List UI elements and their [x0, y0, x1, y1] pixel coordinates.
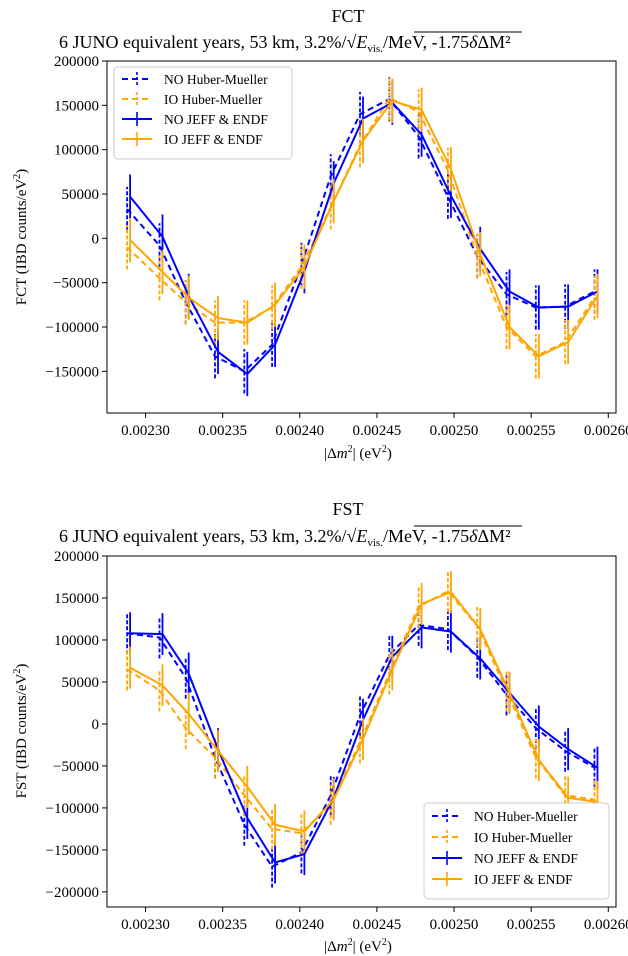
series-line — [126, 97, 595, 373]
legend-entry: IO Huber-Mueller — [432, 830, 573, 845]
fst-axes-ticks: 0.00230 0.00235 0.00240 0.00245 0.00250 0.002… — [46, 549, 628, 933]
x-tick-label: 0.00250 — [430, 423, 479, 439]
fst-subtitle: 6 JUNO equivalent years, 53 km, 3.2%/√Ev… — [59, 526, 510, 549]
fst-panel: FST 6 JUNO equivalent years, 53 km, 3.2%… — [12, 499, 628, 955]
x-tick-label: 0.00230 — [121, 423, 170, 439]
y-tick-label: 100000 — [54, 143, 99, 159]
y-tick-label: 0 — [92, 231, 100, 247]
fct-series-group — [126, 76, 599, 397]
fct-plot-frame — [106, 60, 617, 414]
y-tick-label: 150000 — [54, 591, 99, 607]
legend-entry: IO JEFF & ENDF — [122, 132, 263, 147]
y-tick-label: −100000 — [46, 801, 99, 817]
series-line — [129, 590, 598, 833]
y-tick-label: −100000 — [46, 320, 99, 336]
series-line — [126, 590, 595, 835]
y-tick-label: 50000 — [62, 675, 100, 691]
fct-legend: NO Huber-Mueller IO Huber-Mueller NO JEFF … — [113, 66, 293, 160]
fst-x-axis-label: |Δm2| (eV2) — [324, 937, 392, 955]
fst-legend: NO Huber-Mueller IO Huber-Mueller NO JEFF … — [423, 802, 610, 900]
y-tick-label: 200000 — [54, 54, 99, 70]
y-tick-label: −50000 — [53, 276, 99, 292]
y-tick-label: 150000 — [54, 98, 99, 114]
legend-entry: NO Huber-Mueller — [122, 72, 268, 87]
x-tick-label: 0.00255 — [507, 917, 556, 933]
x-tick-label: 0.00260 — [584, 423, 628, 439]
series-io-jeff-endf — [129, 78, 599, 379]
fct-y-axis-label: FCT (IBD counts/eV2) — [12, 169, 30, 305]
x-tick-label: 0.00245 — [353, 917, 402, 933]
series-line — [126, 623, 595, 868]
legend-label: IO JEFF & ENDF — [474, 872, 573, 887]
legend-entry: NO Huber-Mueller — [432, 809, 578, 824]
legend-label: NO JEFF & ENDF — [164, 112, 268, 127]
y-tick-label: 50000 — [62, 187, 100, 203]
series-line — [129, 99, 599, 358]
y-tick-label: −50000 — [53, 759, 99, 775]
legend-label: NO JEFF & ENDF — [474, 851, 578, 866]
fst-legend-box — [423, 802, 610, 900]
fct-x-axis-label: |Δm2| (eV2) — [324, 444, 392, 462]
fst-plot-frame — [106, 555, 617, 908]
legend-entry: NO JEFF & ENDF — [122, 112, 268, 127]
x-tick-label: 0.00260 — [584, 917, 628, 933]
fst-y-axis-label: FST (IBD counts/eV2) — [12, 664, 30, 799]
x-tick-label: 0.00235 — [198, 423, 247, 439]
y-tick-label: 0 — [92, 717, 100, 733]
y-tick-label: −150000 — [46, 364, 99, 380]
legend-entry: NO JEFF & ENDF — [432, 851, 578, 866]
y-tick-label: −200000 — [46, 885, 99, 901]
fct-axes-ticks: 0.00230 0.00235 0.00240 0.00245 0.00250 0.002… — [46, 54, 628, 439]
x-tick-label: 0.00230 — [121, 917, 170, 933]
legend-label: NO Huber-Mueller — [474, 809, 578, 824]
x-tick-label: 0.00240 — [275, 423, 324, 439]
legend-entry: IO JEFF & ENDF — [432, 872, 573, 887]
x-tick-label: 0.00255 — [507, 423, 556, 439]
legend-label: IO Huber-Mueller — [474, 830, 573, 845]
series-line — [129, 101, 598, 376]
fst-title: FST — [332, 499, 363, 519]
x-tick-label: 0.00245 — [353, 423, 402, 439]
legend-entry: IO Huber-Mueller — [122, 92, 263, 107]
y-tick-label: −150000 — [46, 843, 99, 859]
y-tick-label: 100000 — [54, 633, 99, 649]
x-tick-label: 0.00235 — [198, 917, 247, 933]
fct-title: FCT — [331, 6, 364, 26]
legend-label: IO Huber-Mueller — [164, 92, 263, 107]
y-tick-label: 200000 — [54, 549, 99, 565]
x-tick-label: 0.00250 — [430, 917, 479, 933]
fct-legend-box — [113, 66, 293, 160]
legend-label: NO Huber-Mueller — [164, 72, 268, 87]
fct-panel: FCT 6 JUNO equivalent years, 53 km, 3.2%… — [12, 6, 628, 462]
fct-subtitle: 6 JUNO equivalent years, 53 km, 3.2%/√Ev… — [59, 32, 510, 55]
legend-label: IO JEFF & ENDF — [164, 132, 263, 147]
x-tick-label: 0.00240 — [275, 917, 324, 933]
